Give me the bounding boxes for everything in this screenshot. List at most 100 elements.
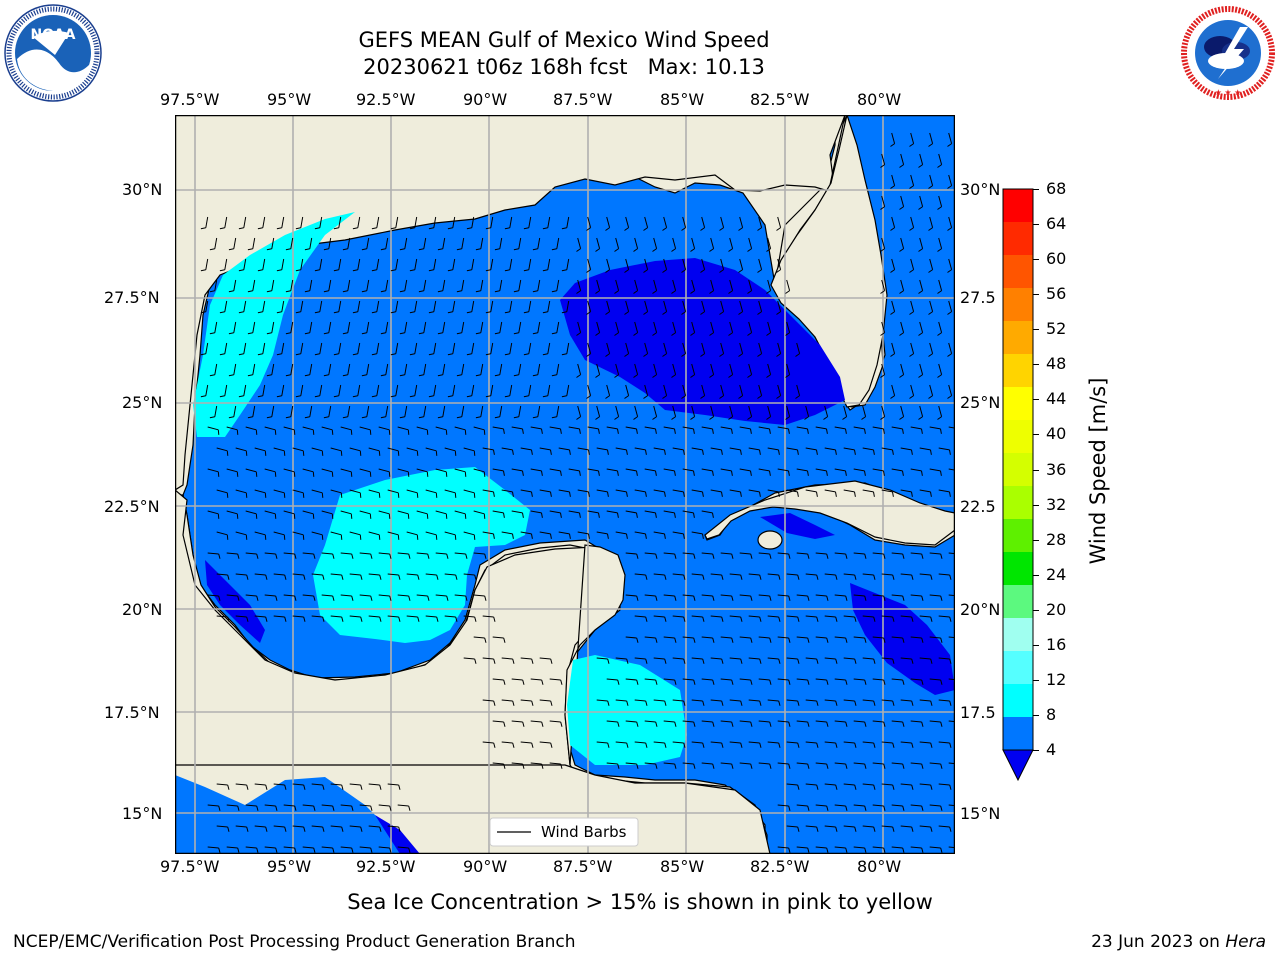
colorbar-tick-mark [1033, 364, 1039, 366]
footer-credit: NCEP/EMC/Verification Post Processing Pr… [13, 932, 576, 952]
colorbar-tick: 12 [1046, 669, 1067, 689]
colorbar-cell [1003, 618, 1033, 652]
colorbar-tick-mark [1033, 574, 1039, 576]
lon-tick-top: 97.5°W [160, 90, 220, 109]
noaa-logo-text: NOAA [31, 27, 76, 43]
colorbar-tick-mark [1033, 539, 1039, 541]
colorbar-cell [1003, 354, 1033, 388]
map-subtitle: 20230621 t06z 168h fcst Max: 10.13 [363, 55, 765, 79]
colorbar-cell [1003, 486, 1033, 520]
lat-tick-right: 15°N [960, 804, 1001, 823]
lon-tick-bottom: 85°W [660, 857, 705, 876]
colorbar [1002, 188, 1034, 782]
colorbar-tick-mark [1033, 189, 1039, 190]
colorbar-tick: 48 [1046, 354, 1067, 374]
colorbar-cell [1003, 651, 1033, 685]
wind-field-8-12 [567, 655, 687, 765]
lat-tick-left: 25°N [122, 393, 163, 412]
lat-tick-left: 20°N [122, 600, 163, 619]
colorbar-tick: 56 [1046, 284, 1067, 304]
colorbar-tick-mark [1033, 399, 1039, 401]
colorbar-tick-mark [1033, 714, 1039, 716]
colorbar-tick-mark [1033, 679, 1039, 681]
colorbar-tick: 64 [1046, 214, 1067, 234]
colorbar-tick: 28 [1046, 529, 1067, 549]
colorbar-tick: 68 [1046, 179, 1067, 198]
svg-text:★ ★ ★: ★ ★ ★ [1215, 88, 1242, 97]
footer-date-text: 23 Jun 2023 on [1091, 932, 1226, 952]
lat-tick-right: 22.5 [960, 497, 996, 516]
colorbar-tick-mark [1033, 644, 1039, 646]
map-title: GEFS MEAN Gulf of Mexico Wind Speed [358, 28, 770, 52]
lat-tick-right: 17.5 [960, 703, 996, 722]
colorbar-cell [1003, 585, 1033, 619]
lat-tick-right: 27.5 [960, 288, 996, 307]
footer-date: 23 Jun 2023 on Hera [1091, 932, 1266, 952]
noaa-logo: NOAA [4, 4, 102, 102]
colorbar-cell [1003, 255, 1033, 289]
colorbar-tick-mark [1033, 609, 1039, 611]
wind-field-below-4 [560, 258, 845, 425]
colorbar-tick: 16 [1046, 634, 1067, 654]
lon-tick-bottom: 90°W [463, 857, 508, 876]
colorbar-label: Wind Speed [m/s] [1086, 377, 1110, 565]
lon-tick-top: 82.5°W [750, 90, 810, 109]
lon-tick-bottom: 80°W [857, 857, 902, 876]
colorbar-tick: 4 [1046, 740, 1057, 759]
colorbar-cell [1003, 717, 1033, 751]
footer-system: Hera [1225, 932, 1266, 952]
graticule [175, 115, 955, 854]
colorbar-cell [1003, 288, 1033, 322]
colorbar-tick-mark [1033, 259, 1039, 261]
lat-tick-left: 17.5°N [104, 703, 160, 722]
wind-field-8-12 [313, 467, 530, 643]
colorbar-tick: 40 [1046, 424, 1067, 444]
lat-tick-left: 30°N [122, 180, 163, 199]
lon-tick-top: 80°W [857, 90, 902, 109]
lon-tick-bottom: 95°W [267, 857, 312, 876]
colorbar-cell [1003, 453, 1033, 487]
colorbar-cell [1003, 321, 1033, 355]
lon-tick-top: 92.5°W [356, 90, 416, 109]
colorbar-cell [1003, 420, 1033, 454]
lat-tick-left: 22.5°N [104, 497, 160, 516]
wind-speed-map: Wind Barbs [175, 115, 955, 854]
colorbar-tick: 60 [1046, 249, 1067, 269]
colorbar-tick-mark [1033, 750, 1039, 751]
lon-tick-top: 87.5°W [553, 90, 613, 109]
nws-logo: ★ ★ ★ [1180, 5, 1276, 101]
lon-tick-bottom: 97.5°W [160, 857, 220, 876]
colorbar-tick: 52 [1046, 319, 1067, 339]
colorbar-tick: 20 [1046, 599, 1067, 619]
colorbar-cell [1003, 684, 1033, 718]
colorbar-cell [1003, 222, 1033, 256]
colorbar-tick-mark [1033, 434, 1039, 436]
lat-tick-right: 20°N [960, 600, 1001, 619]
lon-tick-top: 85°W [660, 90, 705, 109]
lon-tick-top: 90°W [463, 90, 508, 109]
lat-tick-left: 27.5°N [104, 288, 160, 307]
map-frame [175, 115, 955, 854]
lon-tick-bottom: 92.5°W [356, 857, 416, 876]
lon-tick-top: 95°W [267, 90, 312, 109]
lat-tick-right: 25°N [960, 393, 1001, 412]
colorbar-tick: 32 [1046, 494, 1067, 514]
legend-label: Wind Barbs [541, 823, 627, 841]
colorbar-cell [1003, 552, 1033, 586]
colorbar-tick: 8 [1046, 704, 1057, 724]
colorbar-tick-mark [1033, 224, 1039, 226]
lat-tick-left: 15°N [122, 804, 163, 823]
colorbar-cell [1003, 189, 1033, 223]
colorbar-tick-mark [1033, 294, 1039, 296]
wind-field-8-12 [193, 212, 355, 437]
colorbar-tick-mark [1033, 329, 1039, 331]
colorbar-extend-arrow [1002, 749, 1034, 782]
colorbar-tick: 24 [1046, 564, 1067, 584]
wind-barbs [200, 132, 955, 853]
lon-tick-bottom: 87.5°W [553, 857, 613, 876]
colorbar-cell [1003, 519, 1033, 553]
colorbar-cell [1003, 387, 1033, 421]
colorbar-tick: 44 [1046, 389, 1067, 409]
colorbar-tick-mark [1033, 469, 1039, 471]
colorbar-tick-mark [1033, 504, 1039, 506]
